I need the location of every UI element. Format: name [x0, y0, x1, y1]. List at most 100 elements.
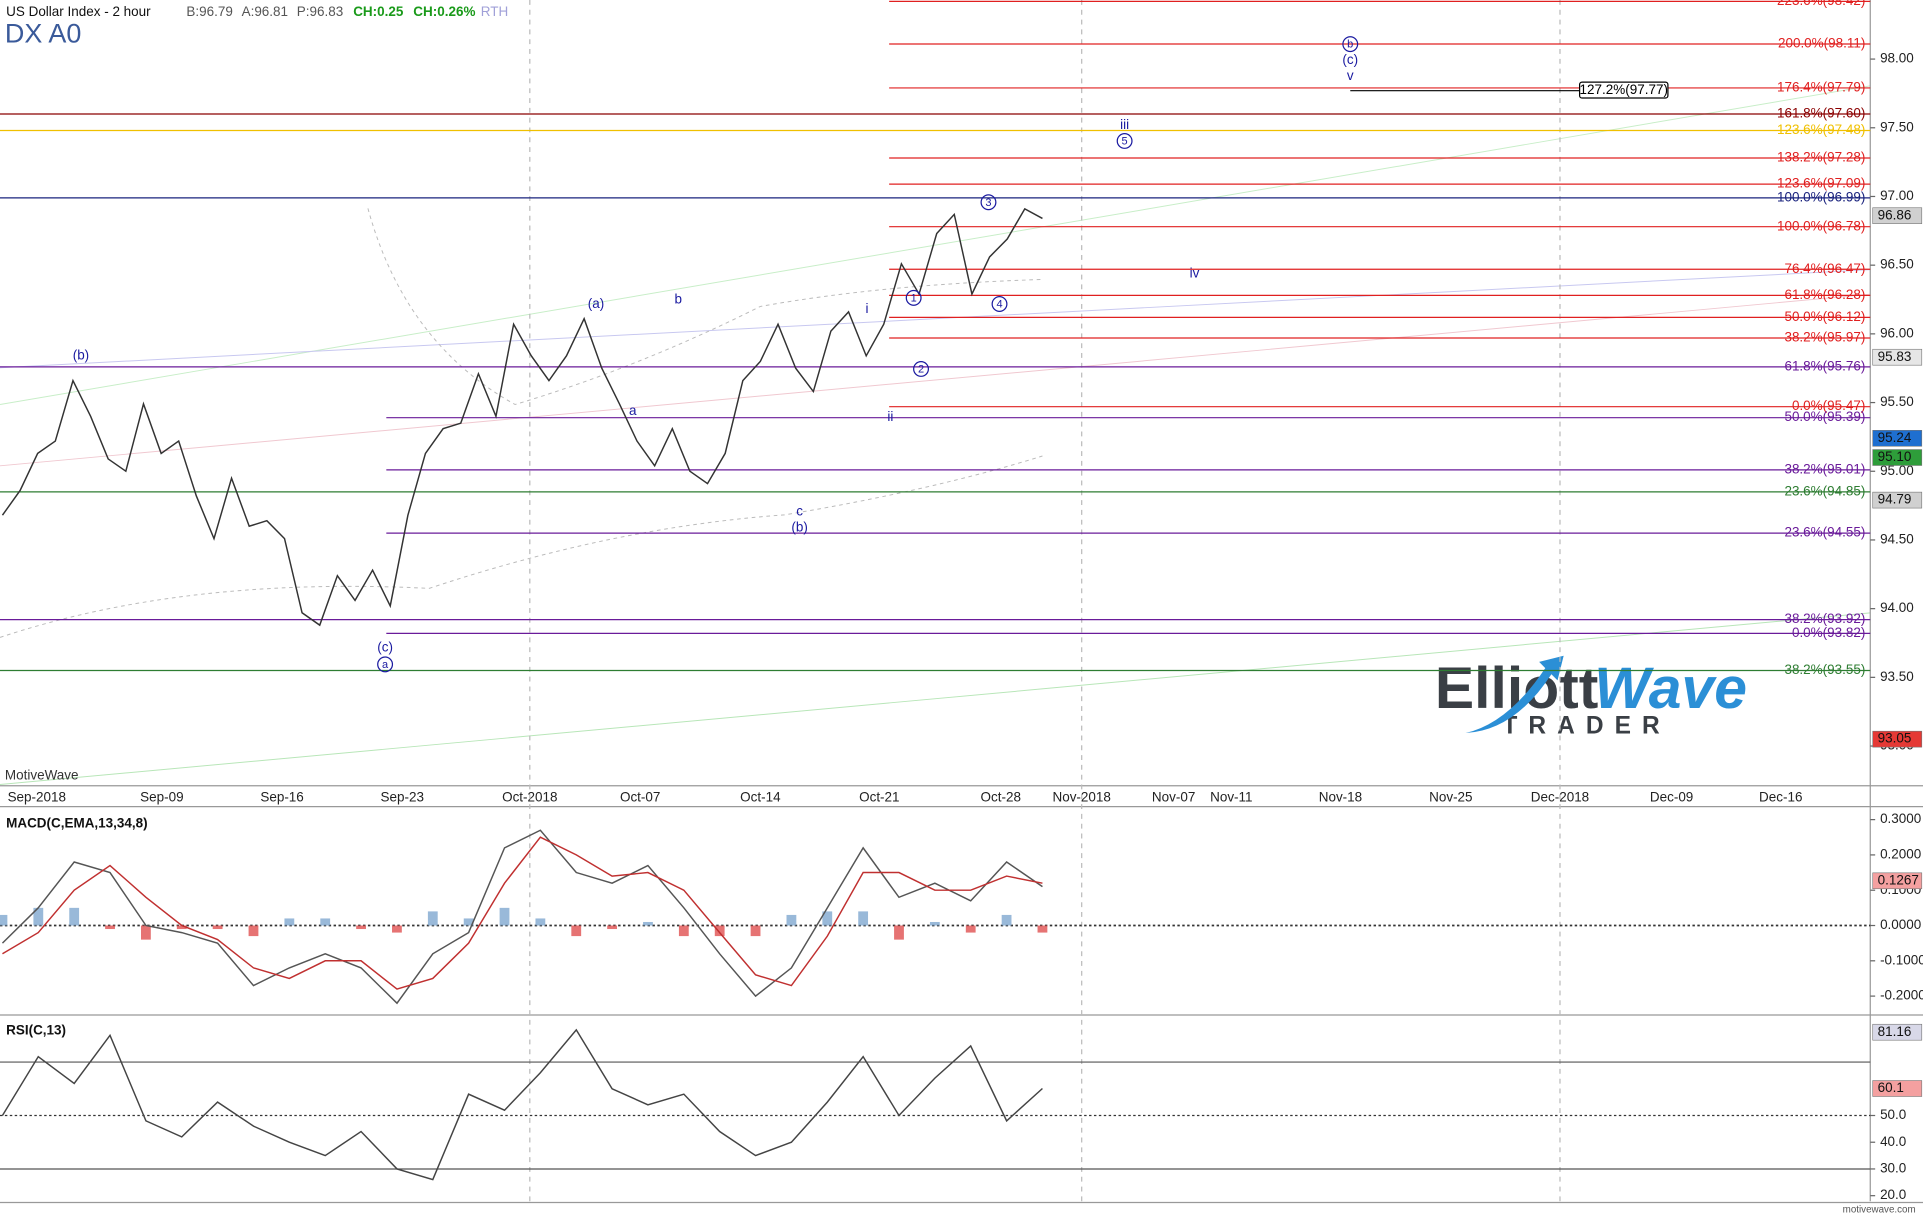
histogram-bar — [499, 907, 510, 926]
wave-circle — [980, 194, 997, 211]
y-tick-label: 93.50 — [1880, 669, 1914, 684]
series-line — [1, 207, 1043, 627]
x-tick-label: Sep-09 — [140, 790, 183, 805]
x-tick-label: Sep-16 — [260, 790, 303, 805]
price-marker — [1872, 491, 1923, 509]
wave-circle — [913, 361, 930, 377]
price-marker — [1872, 730, 1923, 748]
price-marker-label: 93.05 — [1878, 731, 1912, 746]
footer: motivewave.com — [1843, 1204, 1916, 1215]
histogram-bar — [212, 925, 223, 930]
wave-label: (b) — [791, 519, 807, 534]
wave-label: (b) — [73, 348, 89, 363]
price-marker — [1872, 207, 1923, 224]
fib-label: 0.0%(93.82) — [1792, 625, 1865, 640]
fib-label: 76.4%(96.47) — [1784, 261, 1865, 276]
wave-label: (a) — [588, 296, 604, 311]
last: P:96.83 — [297, 4, 343, 19]
wave-label: ii — [887, 409, 893, 424]
logo: Elliott Wave TRADER — [1435, 655, 1747, 739]
fib-label: 38.2%(93.92) — [1784, 611, 1865, 626]
histogram-bar — [786, 914, 797, 926]
title: US Dollar Index - 2 hour — [6, 4, 151, 19]
y-tick-label: 0.2000 — [1880, 846, 1921, 861]
x-tick-label: Nov-11 — [1210, 790, 1252, 805]
histogram-bar — [69, 907, 80, 926]
symbol: DX A0 — [5, 19, 81, 49]
histogram-bar — [356, 925, 366, 930]
x-tick-label: Sep-2018 — [8, 790, 66, 805]
fib-label: 50.0%(95.39) — [1784, 409, 1865, 424]
histogram-bar — [105, 925, 115, 930]
fib-label: 123.6%(97.48) — [1777, 122, 1865, 137]
session: RTH — [481, 4, 508, 19]
ask: A:96.81 — [242, 4, 288, 19]
y-tick-label: 94.50 — [1880, 532, 1914, 547]
wave-circle — [1116, 133, 1133, 149]
wave-label: 1 — [911, 292, 917, 304]
extension-label: 127.2%(97.77) — [1580, 82, 1668, 97]
wave-label: iii — [1120, 117, 1129, 132]
price-marker-label: 95.24 — [1878, 430, 1912, 445]
panel-title: MACD(C,EMA,13,34,8) — [6, 815, 147, 830]
y-tick-label: 40.0 — [1880, 1134, 1906, 1149]
fib-label: 0.0%(95.47) — [1792, 398, 1865, 413]
histogram-bar — [535, 918, 546, 926]
histogram-bar — [176, 925, 187, 930]
histogram-bar — [929, 921, 940, 926]
histogram-bar — [140, 925, 151, 940]
price-marker-label: 60.1 — [1878, 1080, 1904, 1095]
y-tick-label: 97.50 — [1880, 119, 1914, 134]
y-tick-label: -0.1000 — [1880, 952, 1923, 967]
trendlines — [0, 85, 1871, 786]
wave-label: 4 — [996, 299, 1002, 311]
y-tick-label: 96.50 — [1880, 257, 1914, 272]
fib-label: 100.0%(96.99) — [1777, 189, 1865, 204]
histogram-bar — [858, 911, 869, 926]
panel-title: RSI(C,13) — [6, 1022, 66, 1037]
histogram-bar — [714, 925, 725, 937]
y-tick-label: 94.00 — [1880, 600, 1914, 615]
price-marker — [1872, 872, 1923, 890]
wave-label: 5 — [1122, 135, 1128, 147]
price-marker — [1872, 1023, 1923, 1041]
x-tick-label: Oct-21 — [859, 790, 899, 805]
logo-text: TRADER — [1502, 712, 1670, 739]
y-tick-label: 96.00 — [1880, 325, 1914, 340]
histogram-bar — [571, 925, 582, 937]
x-tick-label: Oct-28 — [981, 790, 1021, 805]
y-tick-label: -0.2000 — [1880, 988, 1923, 1003]
wave-circle — [905, 289, 922, 306]
histogram-bar — [643, 921, 653, 926]
fib-label: 138.2%(97.28) — [1777, 150, 1865, 165]
histogram-bar — [392, 925, 402, 933]
y-tick-label: 97.00 — [1880, 188, 1914, 203]
y-tick-label: 50.0 — [1880, 1107, 1906, 1122]
x-tick-label: Dec-16 — [1759, 790, 1802, 805]
fib-label: 176.4%(97.79) — [1777, 79, 1865, 94]
change-pct: CH:0.26% — [413, 4, 475, 19]
fib-label: 61.8%(96.28) — [1784, 287, 1865, 302]
y-tick-label: 0.3000 — [1880, 811, 1921, 826]
fib-label: 223.6%(98.42) — [1777, 0, 1865, 8]
watermark: MotiveWave — [5, 768, 79, 783]
fib-label: 23.6%(94.85) — [1784, 483, 1865, 498]
fib-label: 161.8%(97.60) — [1777, 106, 1865, 121]
price-marker-label: 94.79 — [1878, 492, 1912, 507]
wave-label: a — [629, 403, 637, 418]
price-marker-label: 95.10 — [1878, 449, 1912, 464]
wave-label: b — [674, 291, 682, 306]
x-tick-label: Nov-25 — [1429, 790, 1472, 805]
y-tick-label: 98.00 — [1880, 51, 1914, 66]
histogram-bar — [33, 907, 44, 926]
y-tick-label: 0.0000 — [1880, 917, 1921, 932]
y-tick-label: 95.50 — [1880, 394, 1914, 409]
histogram-bar — [678, 925, 689, 937]
x-tick-label: Oct-14 — [740, 790, 781, 805]
price-marker-label: 81.16 — [1878, 1024, 1912, 1039]
histogram-bar — [965, 925, 976, 933]
price-marker-label: 95.83 — [1878, 349, 1912, 364]
wave-circle — [1342, 36, 1359, 53]
fib-label: 200.0%(98.11) — [1778, 36, 1865, 51]
